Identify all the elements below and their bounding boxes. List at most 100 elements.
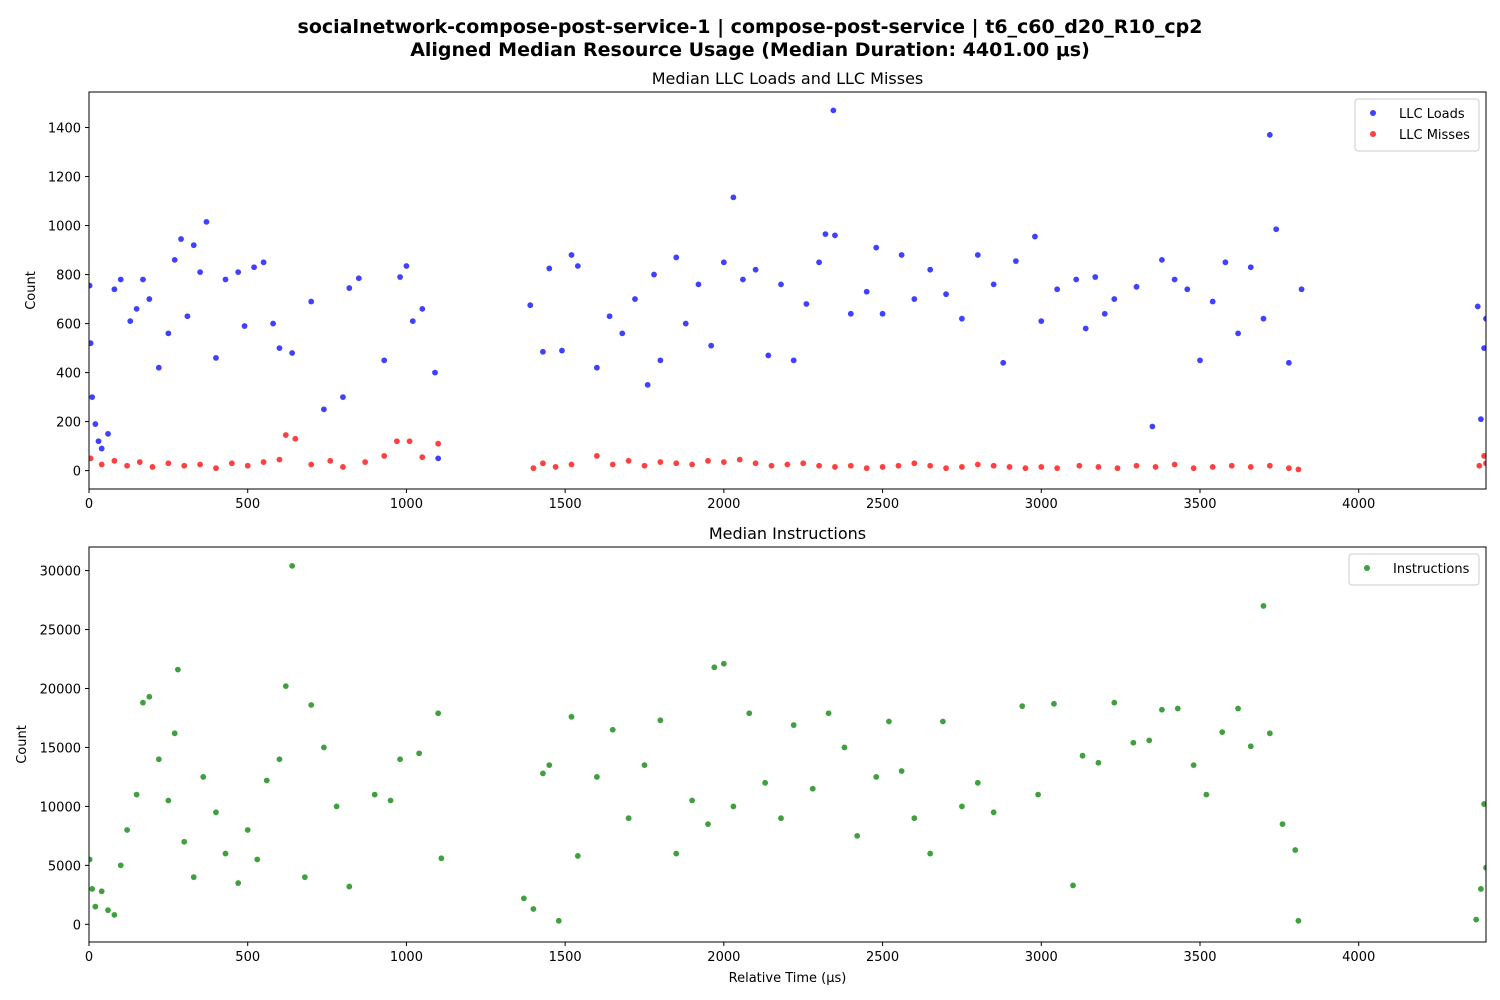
data-point <box>140 699 146 706</box>
data-point <box>308 298 315 305</box>
data-point <box>736 456 743 463</box>
data-point <box>155 364 162 371</box>
data-point <box>1035 791 1042 798</box>
data-point <box>730 194 737 201</box>
data-point <box>546 762 553 769</box>
data-point <box>1152 464 1159 470</box>
data-point <box>98 461 105 468</box>
data-point <box>1481 453 1486 459</box>
data-point <box>619 330 626 337</box>
data-point <box>276 456 283 463</box>
data-point <box>1228 462 1235 469</box>
data-point <box>841 744 848 751</box>
x-tick-label: 4000 <box>1342 950 1375 965</box>
data-point <box>879 310 886 317</box>
data-point <box>174 666 181 673</box>
data-point <box>927 462 934 469</box>
data-point <box>657 459 664 465</box>
data-point <box>1190 465 1197 472</box>
data-point <box>98 445 105 452</box>
data-point <box>289 350 296 356</box>
y-tick-label: 20000 <box>40 682 81 697</box>
data-point <box>1473 916 1480 923</box>
data-point <box>1054 286 1061 293</box>
data-point <box>873 774 880 780</box>
data-point <box>711 664 718 671</box>
data-point <box>397 274 403 280</box>
data-point <box>1481 801 1486 807</box>
data-point <box>879 464 886 470</box>
data-point <box>133 305 140 312</box>
data-point <box>241 323 248 329</box>
data-point <box>171 256 178 263</box>
series-instructions <box>89 562 1486 924</box>
data-point <box>552 464 559 470</box>
data-point <box>181 838 188 845</box>
data-point <box>1295 917 1302 924</box>
data-point <box>416 750 423 757</box>
data-point <box>673 254 680 261</box>
data-point <box>105 907 111 914</box>
data-point <box>1000 359 1007 366</box>
y-tick-label: 15000 <box>40 741 81 756</box>
legend-label: LLC Misses <box>1399 128 1470 143</box>
data-point <box>1012 258 1019 264</box>
data-point <box>959 315 965 322</box>
data-point <box>1474 303 1481 310</box>
data-point <box>778 815 784 822</box>
data-point <box>92 903 99 910</box>
data-point <box>1285 465 1292 472</box>
data-point <box>730 803 737 810</box>
data-point <box>251 264 257 271</box>
data-point <box>419 305 426 312</box>
y-tick-label: 10000 <box>40 800 81 815</box>
data-point <box>1092 274 1099 280</box>
data-point <box>959 803 965 810</box>
data-point <box>282 683 289 690</box>
data-point <box>1285 359 1292 366</box>
data-point <box>800 460 807 467</box>
data-point <box>89 455 94 462</box>
legend-label: Instructions <box>1393 562 1470 577</box>
data-point <box>644 381 651 388</box>
data-point <box>530 465 537 472</box>
y-tick-label: 1200 <box>48 171 81 186</box>
data-point <box>1038 464 1045 470</box>
data-point <box>568 461 575 468</box>
data-point <box>673 850 680 857</box>
data-point <box>320 744 327 751</box>
data-point <box>1247 464 1254 470</box>
data-point <box>1159 706 1165 713</box>
x-tick-label: 2500 <box>866 497 899 512</box>
data-point <box>146 693 153 700</box>
data-point <box>308 461 315 468</box>
data-point <box>1260 603 1267 609</box>
data-point <box>171 730 178 737</box>
data-point <box>432 369 438 376</box>
data-point <box>832 464 838 470</box>
data-point <box>1481 345 1486 351</box>
series-llc-loads <box>89 107 1486 462</box>
y-tick-label: 0 <box>73 918 81 933</box>
data-point <box>1114 465 1121 472</box>
plot-frame <box>88 91 1487 490</box>
data-point <box>974 461 981 468</box>
data-point <box>911 460 918 467</box>
data-point <box>1133 283 1140 290</box>
data-point <box>705 821 711 827</box>
data-point <box>111 286 118 293</box>
data-point <box>873 244 880 251</box>
data-point <box>1279 821 1286 827</box>
x-tick-label: 1000 <box>390 950 423 965</box>
x-tick-label: 3000 <box>1025 950 1058 965</box>
data-point <box>927 850 934 857</box>
data-point <box>825 710 832 717</box>
data-point <box>394 438 400 445</box>
y-axis-title: Count <box>15 725 30 764</box>
data-point <box>740 276 746 283</box>
data-point <box>555 917 562 924</box>
data-point <box>435 455 442 462</box>
data-point <box>657 357 664 364</box>
x-tick-label: 1500 <box>549 497 582 512</box>
data-point <box>898 768 905 774</box>
